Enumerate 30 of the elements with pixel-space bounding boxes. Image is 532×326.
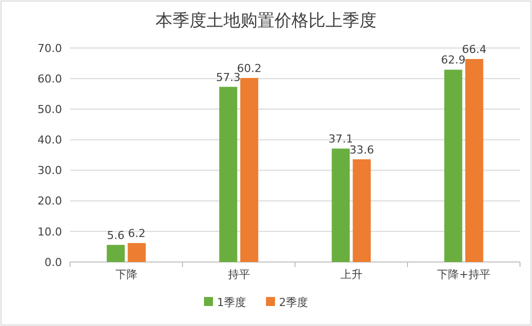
legend-label: 2季度 — [279, 296, 308, 309]
bar — [352, 159, 371, 262]
y-tick-label: 70.0 — [38, 42, 62, 55]
y-tick-label: 30.0 — [38, 164, 62, 178]
bar — [219, 86, 238, 262]
bar — [240, 78, 258, 262]
bar — [465, 59, 484, 262]
bar — [128, 243, 146, 262]
data-label: 6.2 — [128, 227, 146, 240]
x-tick-label: 下降 — [115, 268, 138, 281]
data-label: 57.3 — [216, 70, 240, 84]
y-tick-label: 20.0 — [38, 194, 62, 208]
x-tick-label: 上升 — [340, 268, 362, 281]
x-tick-label: 下降+持平 — [437, 268, 490, 281]
data-label: 66.4 — [462, 43, 486, 56]
legend-label: 1季度 — [217, 296, 246, 309]
y-tick-label: 40.0 — [38, 134, 62, 147]
bar — [444, 70, 462, 262]
bar — [332, 148, 350, 262]
y-tick-label: 60.0 — [38, 72, 62, 86]
y-tick-label: 0.0 — [44, 256, 62, 269]
y-tick-label: 50.0 — [38, 102, 62, 116]
data-label: 33.6 — [350, 143, 374, 156]
y-tick-label: 10.0 — [38, 225, 62, 238]
data-label: 62.9 — [441, 54, 466, 67]
data-label: 37.1 — [328, 132, 353, 146]
data-label: 5.6 — [107, 228, 124, 242]
chart-title: 本季度土地购置价格比上季度 — [156, 11, 376, 31]
bar — [106, 244, 125, 262]
x-tick-label: 持平 — [228, 268, 250, 281]
